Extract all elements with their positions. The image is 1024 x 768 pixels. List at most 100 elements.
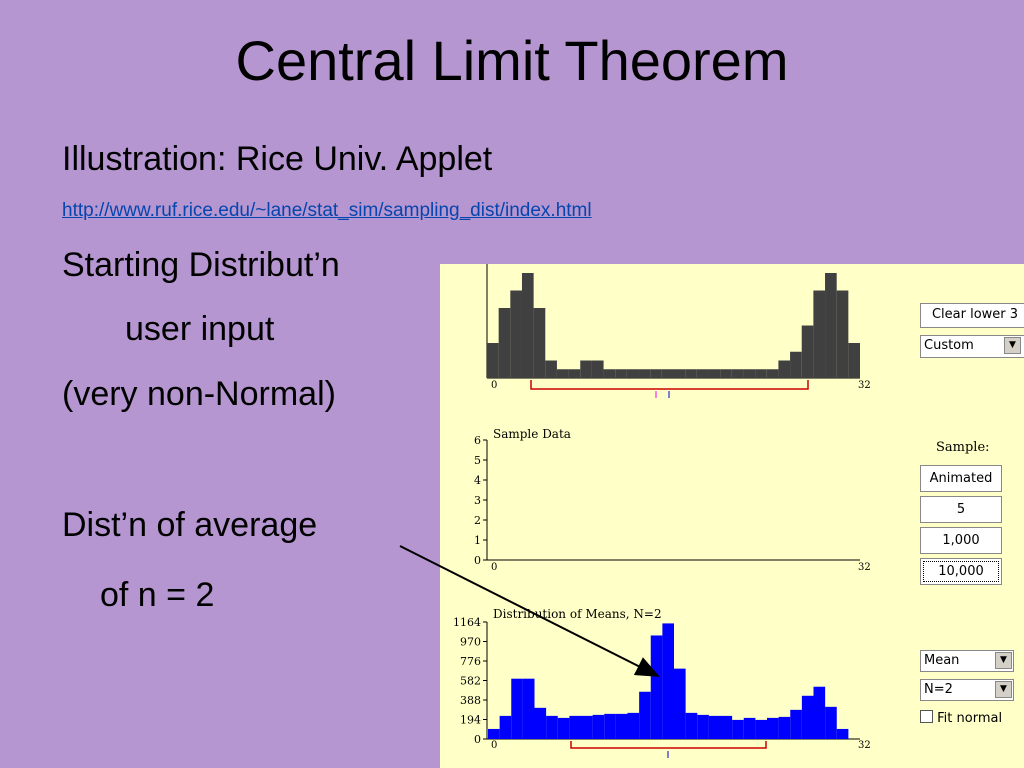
chevron-down-icon: ▼ <box>995 681 1012 698</box>
population-bar <box>510 290 522 378</box>
means-bar <box>836 728 849 739</box>
means-bar <box>499 715 512 739</box>
population-bar <box>626 369 639 378</box>
population-bar <box>685 369 697 378</box>
sample-5-button[interactable]: 5 <box>920 496 1002 523</box>
sample-size-select[interactable]: N=2 ▼ <box>920 679 1014 701</box>
means-bar <box>534 707 547 739</box>
means-y-tick-label: 582 <box>460 675 481 688</box>
sample-10000-button[interactable]: 10,000 <box>920 558 1002 585</box>
means-bar <box>581 715 593 739</box>
means-bar <box>650 635 663 739</box>
sample-y-tick-label: 1 <box>474 534 481 547</box>
clear-lower-button[interactable]: Clear lower 3 <box>920 303 1024 328</box>
population-bar <box>487 343 499 378</box>
means-bar <box>592 714 605 739</box>
means-bar <box>674 668 686 739</box>
sample-1000-button[interactable]: 1,000 <box>920 527 1002 554</box>
sample-label: Sample: <box>936 440 990 455</box>
means-bar <box>732 719 744 739</box>
population-bar <box>545 360 557 378</box>
means-bar <box>662 623 675 739</box>
population-bars <box>487 273 860 378</box>
population-bar <box>836 290 849 378</box>
population-bar <box>568 369 581 378</box>
bullet-of-n: of n = 2 <box>100 576 215 614</box>
sample-y-tick-label: 6 <box>474 434 481 447</box>
bullet-illustration: Illustration: Rice Univ. Applet <box>62 140 493 178</box>
population-bar <box>778 360 791 378</box>
means-y-tick-label: 194 <box>460 714 481 727</box>
means-bar <box>604 713 616 739</box>
population-bar <box>533 308 546 378</box>
population-bar <box>766 369 779 378</box>
means-x-min-label: 0 <box>491 740 497 751</box>
means-y-tick-label: 0 <box>474 733 481 746</box>
population-bar <box>615 369 627 378</box>
means-bar <box>720 715 733 739</box>
population-range-bracket <box>530 380 809 390</box>
applet-link[interactable]: http://www.ruf.rice.edu/~lane/stat_sim/s… <box>62 200 592 221</box>
means-y-tick-label: 970 <box>460 636 481 649</box>
means-y-tick-label: 1164 <box>453 616 481 629</box>
population-bar <box>720 369 732 378</box>
population-bar <box>556 369 569 378</box>
means-y-ticks: 0 194 388 582 776 970 1164 <box>453 616 487 746</box>
population-bar <box>650 369 662 378</box>
means-bar <box>813 686 826 739</box>
sample-chart-title: Sample Data <box>493 427 571 441</box>
means-bar <box>708 715 721 739</box>
distribution-select[interactable]: Custom ▼ <box>920 335 1024 358</box>
means-bar <box>488 728 500 739</box>
population-bar <box>696 369 709 378</box>
means-x-max-label: 32 <box>858 740 871 751</box>
population-bar <box>825 273 837 378</box>
population-bar <box>661 369 674 378</box>
sample-y-tick-label: 0 <box>474 554 481 567</box>
sample-y-tick-label: 5 <box>474 454 481 467</box>
means-bar <box>743 717 756 739</box>
means-bar <box>685 712 698 739</box>
means-range-bracket <box>570 741 767 749</box>
means-bar <box>825 706 837 739</box>
means-bar <box>569 715 582 739</box>
population-bar <box>731 369 744 378</box>
fit-normal-option[interactable]: Fit normal <box>920 710 1002 726</box>
animated-button[interactable]: Animated <box>920 465 1002 492</box>
means-bars <box>488 623 849 739</box>
chevron-down-icon: ▼ <box>1004 337 1021 354</box>
bullet-user-input: user input <box>125 310 275 348</box>
means-y-tick-label: 388 <box>460 694 481 707</box>
means-bar <box>627 712 640 739</box>
sample-y-tick-label: 2 <box>474 514 481 527</box>
population-bar <box>743 369 756 378</box>
population-bar <box>673 369 686 378</box>
statistic-select-value: Mean <box>924 653 960 668</box>
bullet-non-normal: (very non-Normal) <box>62 375 336 413</box>
means-bar <box>778 716 791 739</box>
statistic-select[interactable]: Mean ▼ <box>920 650 1014 672</box>
population-x-max-label: 32 <box>858 380 871 391</box>
population-bar <box>580 360 592 378</box>
sample-y-ticks: 0 1 2 3 4 5 6 <box>474 434 487 567</box>
population-bar <box>848 343 860 378</box>
population-x-min-label: 0 <box>491 380 497 391</box>
sample-data-chart: Sample Data 0 1 2 3 4 5 6 0 32 <box>474 427 871 573</box>
population-bar <box>790 351 802 378</box>
fit-normal-checkbox[interactable] <box>920 710 933 723</box>
distribution-select-value: Custom <box>924 338 974 353</box>
slide-title: Central Limit Theorem <box>235 29 789 92</box>
population-bar <box>498 308 511 378</box>
population-bar <box>521 273 534 378</box>
means-bar <box>801 695 814 739</box>
population-chart[interactable]: 0 32 <box>486 264 871 398</box>
means-bar <box>546 715 558 739</box>
bullet-starting-distribution: Starting Distribut’n <box>62 246 340 284</box>
means-bar <box>767 717 779 739</box>
population-bar <box>813 290 826 378</box>
population-bar <box>755 369 767 378</box>
sampling-applet: 0 32 Sample Data 0 1 2 3 4 5 6 0 32 Distributi… <box>440 264 1024 768</box>
sample-size-select-value: N=2 <box>924 682 953 697</box>
means-bar <box>755 719 768 739</box>
means-chart-title: Distribution of Means, N=2 <box>493 607 662 621</box>
